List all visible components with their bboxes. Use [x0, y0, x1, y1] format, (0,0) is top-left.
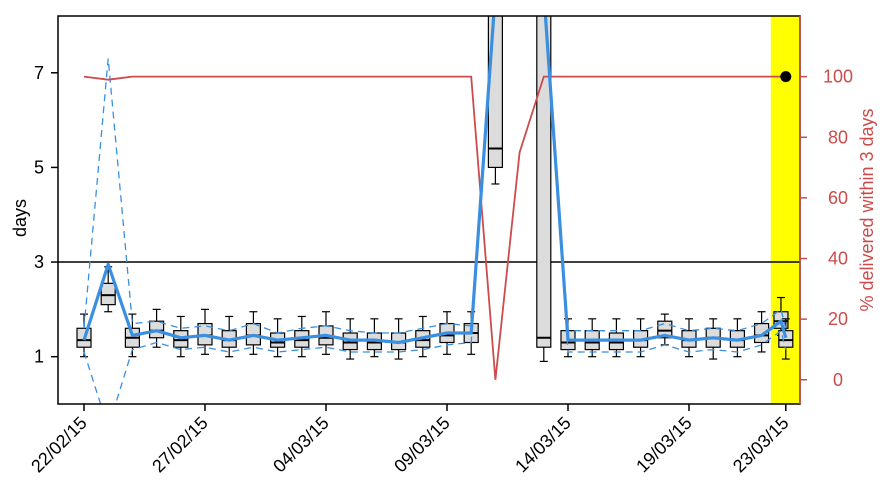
- y2-tick-label-4: 80: [828, 127, 848, 147]
- y2-tick-label-0: 0: [833, 370, 843, 390]
- box-18: [536, 16, 552, 363]
- axes: 1 3 5 7 0 20 40 60 80 100 22/02/15 27/02/15 04/03/15…: [27, 63, 853, 477]
- highlight-point: [780, 71, 792, 83]
- x-tick-label-5: 19/03/15: [632, 413, 696, 477]
- median-line: [82, 16, 788, 345]
- y2-tick-label-1: 20: [828, 309, 848, 329]
- percent-delivered-line: [83, 75, 786, 380]
- y2-axis-label: % delivered within 3 days: [857, 108, 877, 311]
- y2-tick-label-3: 60: [828, 188, 848, 208]
- x-tick-label-6: 23/03/15: [729, 413, 793, 477]
- y-tick-label-1: 3: [34, 252, 44, 272]
- y2-tick-label-5: 100: [823, 67, 853, 87]
- box-body: [100, 282, 116, 306]
- box-body: [536, 16, 552, 348]
- x-tick-label-1: 27/02/15: [148, 413, 212, 477]
- box-21: [608, 318, 625, 358]
- box-13: [391, 318, 407, 360]
- y-tick-label-2: 5: [34, 157, 44, 177]
- box-3: [149, 308, 165, 348]
- box-12: [366, 318, 382, 358]
- y-axis-label: days: [10, 199, 30, 237]
- box-1: [100, 266, 116, 313]
- y2-tick-label-2: 40: [828, 249, 848, 269]
- quantile-upper-line: [83, 16, 787, 334]
- box-body: [753, 322, 770, 344]
- y-tick-label-0: 1: [34, 347, 44, 367]
- quantile-lower-line: [83, 16, 787, 404]
- x-tick-label-0: 22/02/15: [27, 413, 91, 477]
- y-tick-label-3: 7: [34, 63, 44, 83]
- x-tick-label-2: 04/03/15: [269, 413, 333, 477]
- x-tick-label-4: 14/03/15: [511, 413, 575, 477]
- box-17: [487, 16, 503, 185]
- box-20: [584, 318, 600, 358]
- box-23: [657, 313, 673, 346]
- box-body: [657, 320, 673, 339]
- plot-area: [58, 16, 800, 404]
- x-tick-label-3: 09/03/15: [390, 413, 454, 477]
